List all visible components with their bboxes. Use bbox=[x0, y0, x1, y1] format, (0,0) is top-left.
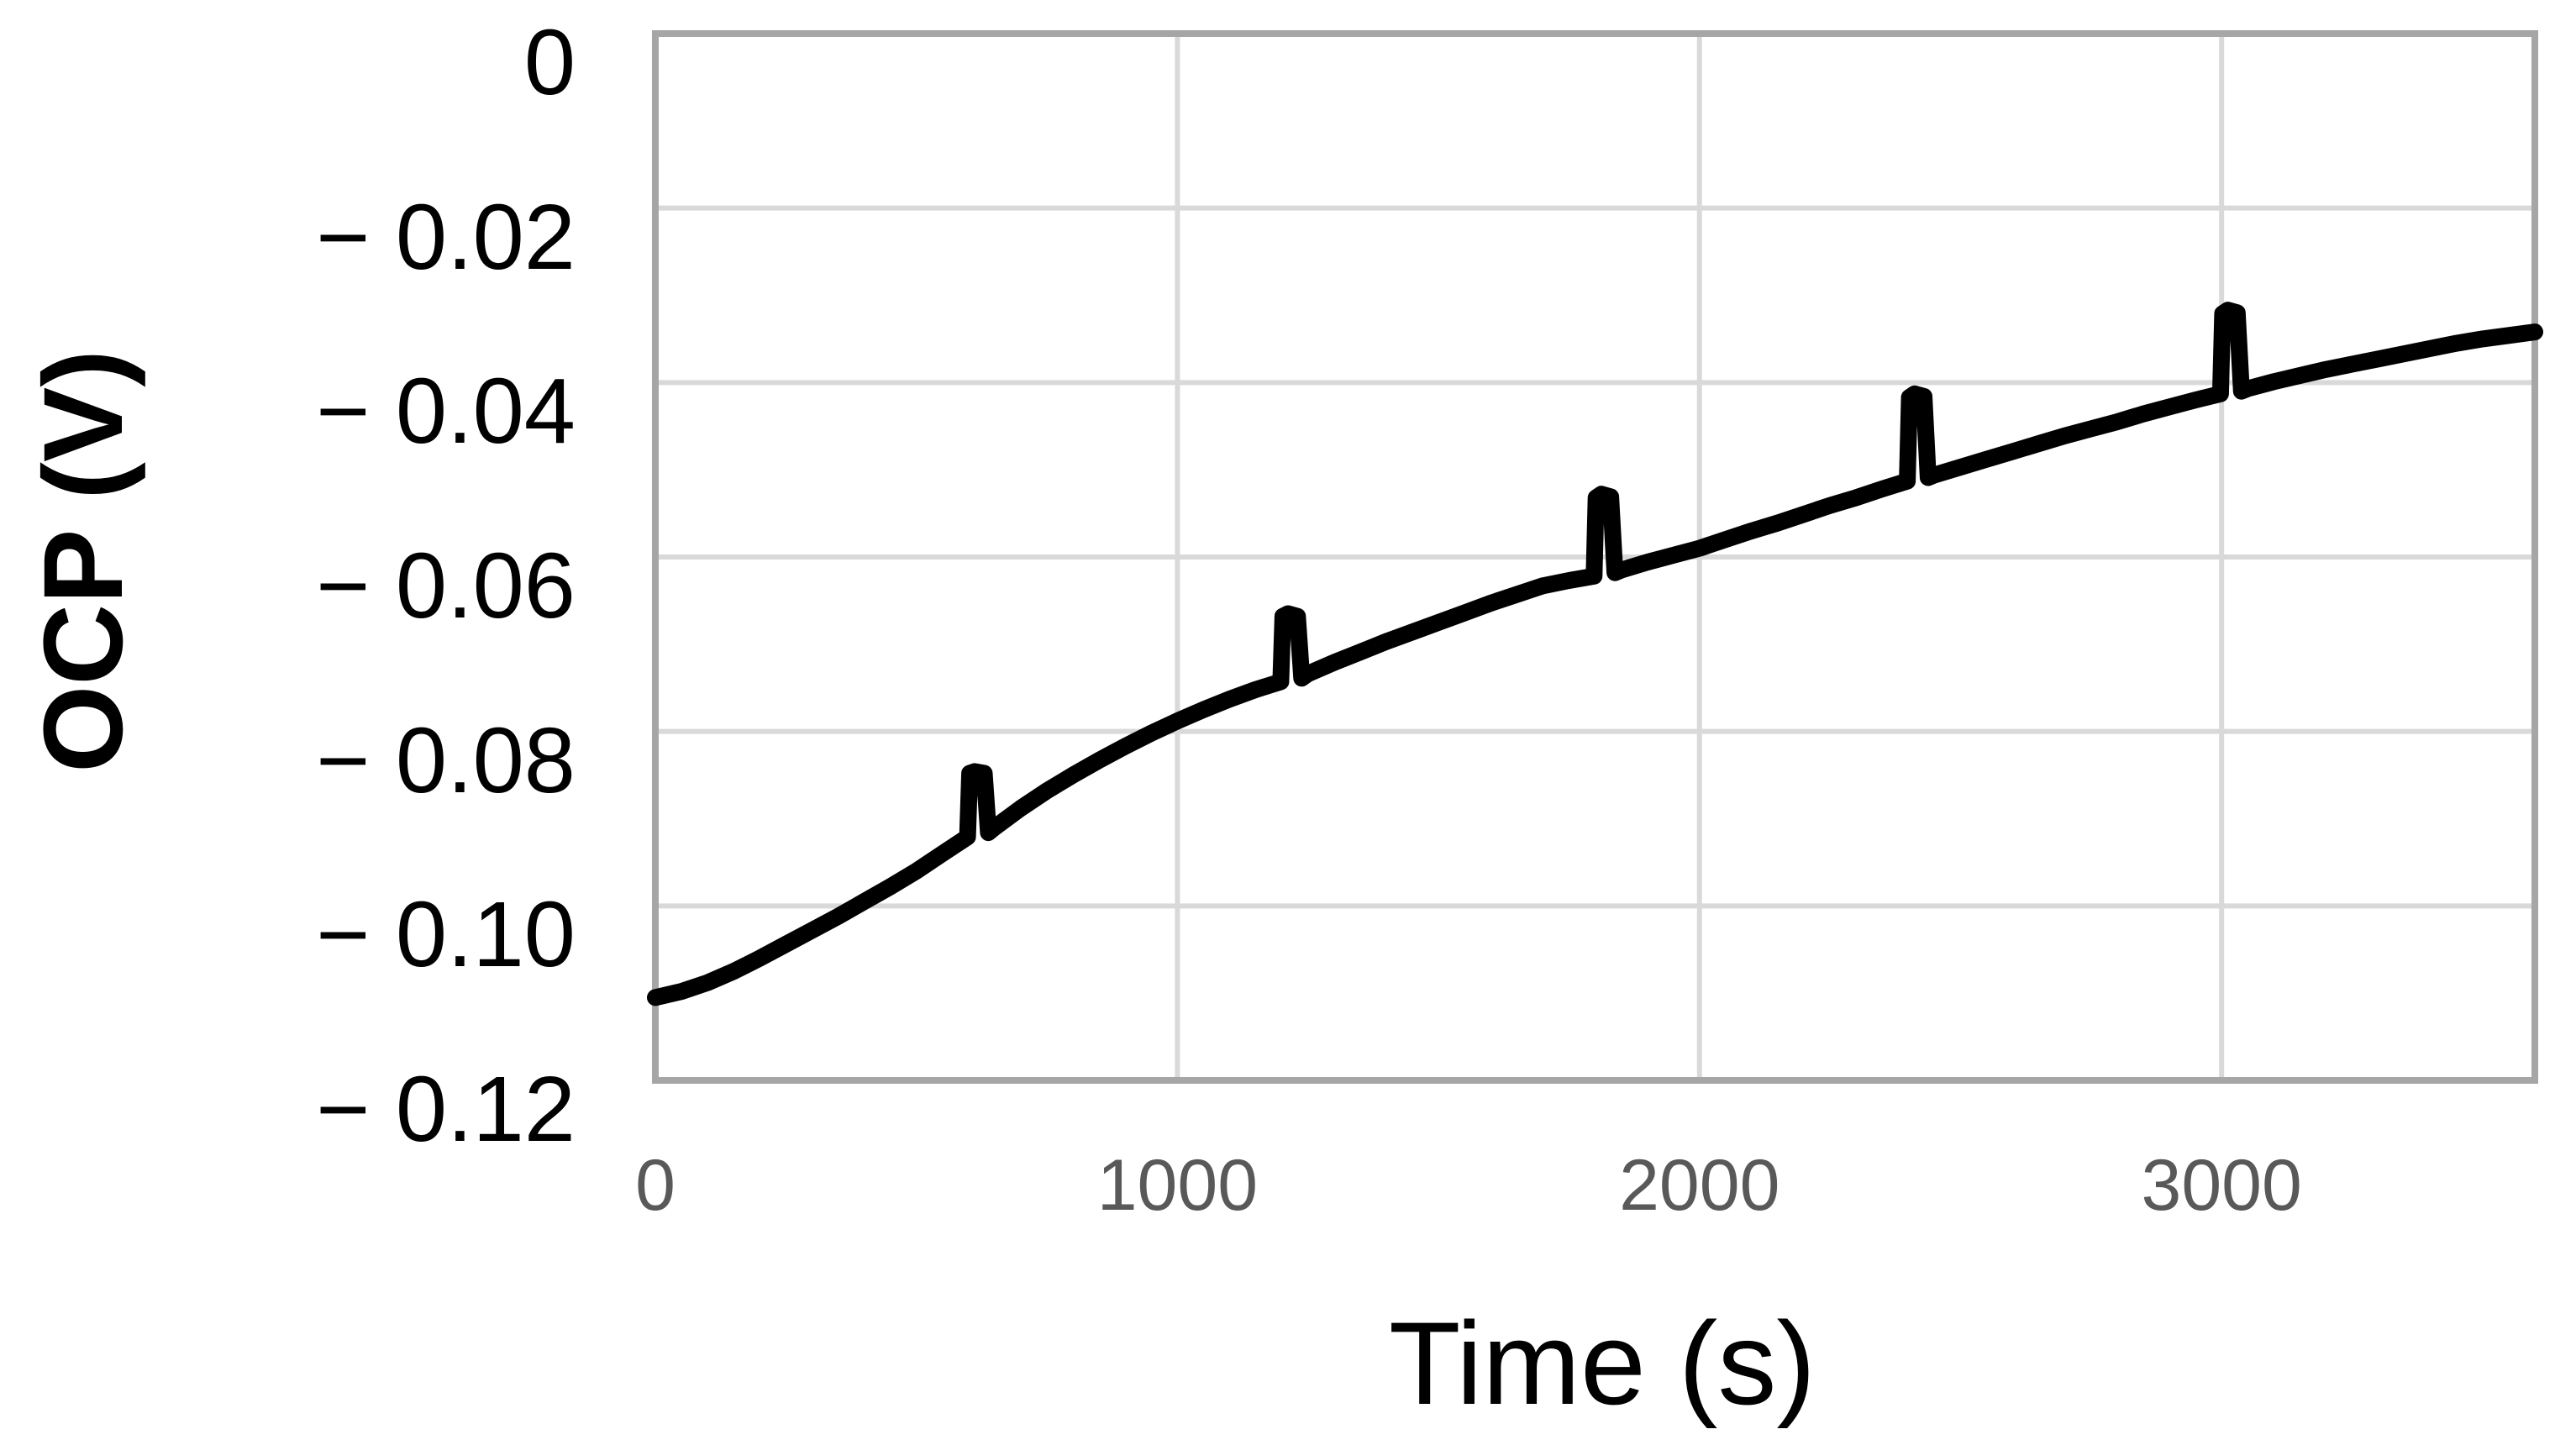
x-tick-label: 1000 bbox=[1096, 1145, 1259, 1226]
y-tick-label: 0 bbox=[523, 11, 576, 114]
x-tick-label: 2000 bbox=[1619, 1145, 1780, 1226]
plot-border bbox=[652, 30, 2538, 1084]
ocp-curve bbox=[647, 302, 2543, 1006]
x-tick-label: 0 bbox=[635, 1145, 676, 1226]
y-tick-label: − 0.08 bbox=[316, 708, 576, 812]
y-tick-label: − 0.04 bbox=[316, 360, 576, 464]
y-tick-label: − 0.02 bbox=[316, 185, 576, 289]
y-tick-label: − 0.06 bbox=[316, 534, 576, 638]
y-tick-label: − 0.10 bbox=[316, 883, 576, 987]
y-axis-title: OCP (V) bbox=[21, 349, 146, 773]
y-tick-label: − 0.12 bbox=[316, 1058, 576, 1161]
x-axis-title: Time (s) bbox=[1388, 1297, 1816, 1429]
x-tick-label: 3000 bbox=[2141, 1145, 2302, 1226]
